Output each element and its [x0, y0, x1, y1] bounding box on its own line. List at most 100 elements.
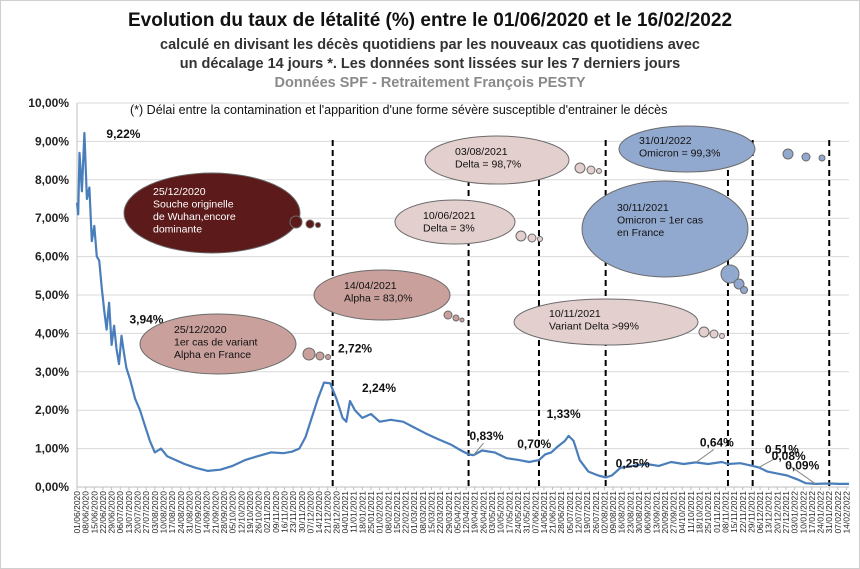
- x-tick-label: 23/08/2021: [625, 491, 635, 534]
- x-tick-label: 14/02/2022: [842, 491, 852, 534]
- x-tick-label: 15/03/2021: [427, 491, 437, 534]
- annotation-bubble-dot: [315, 222, 321, 228]
- value-label: 9,22%: [106, 127, 140, 141]
- x-tick-label: 19/10/2020: [245, 491, 255, 534]
- x-tick-label: 25/10/2021: [703, 491, 713, 534]
- x-tick-label: 19/07/2021: [582, 491, 592, 534]
- annotation-text: Alpha en France: [174, 349, 251, 361]
- x-tick-label: 17/05/2021: [504, 491, 514, 534]
- x-tick-label: 03/05/2021: [487, 491, 497, 534]
- x-tick-label: 16/11/2020: [280, 491, 290, 533]
- chart-subtitle-line2: un décalage 14 jours *. Les données sont…: [179, 56, 681, 72]
- annotation-bubble-dot: [818, 154, 826, 162]
- x-tick-label: 14/09/2020: [202, 491, 212, 534]
- x-tick-label: 28/06/2021: [556, 491, 566, 534]
- x-tick-label: 17/08/2020: [167, 491, 177, 534]
- y-tick-label: 8,00%: [35, 173, 69, 187]
- annotation-text: 30/11/2021: [617, 202, 669, 214]
- value-label: 0,25%: [616, 456, 650, 470]
- annotation-text: en France: [617, 227, 664, 239]
- chart-subtitle-line1: calculé en divisant les décès quotidiens…: [160, 37, 700, 53]
- y-tick-label: 7,00%: [35, 211, 69, 225]
- value-label: 0,08%: [772, 449, 806, 463]
- value-label-leader: [785, 462, 816, 485]
- y-tick-label: 1,00%: [35, 442, 69, 456]
- x-tick-label: 29/11/2021: [746, 491, 756, 533]
- value-label: 2,24%: [362, 381, 396, 395]
- x-tick-label: 13/07/2020: [124, 491, 134, 534]
- x-tick-label: 07/02/2022: [833, 491, 843, 534]
- annotation-bubble: [394, 199, 516, 245]
- chart-source: Données SPF - Retraitement François PEST…: [274, 75, 586, 91]
- x-tick-label: 24/05/2021: [513, 491, 523, 534]
- x-tick-label: 13/12/2021: [764, 491, 774, 534]
- x-tick-label: 09/11/2020: [271, 491, 281, 533]
- x-tick-label: 26/10/2020: [254, 491, 264, 534]
- annotation-bubble-dot: [537, 236, 543, 242]
- annotation-text: Omicron = 1er cas: [617, 215, 703, 227]
- x-tick-label: 08/03/2021: [418, 491, 428, 534]
- x-tick-label: 05/07/2021: [565, 491, 575, 534]
- annotation-bubble-dot: [709, 329, 719, 339]
- annotation-text: 25/12/2020: [153, 186, 206, 198]
- x-tick-label: 21/09/2020: [210, 491, 220, 534]
- annotation-bubble: [139, 313, 297, 375]
- x-tick-label: 24/08/2020: [176, 491, 186, 534]
- annotation-text: 25/12/2020: [174, 324, 227, 336]
- x-tick-label: 20/09/2021: [660, 491, 670, 534]
- annotation-bubble-dot: [719, 333, 725, 339]
- x-tick-label: 27/12/2021: [781, 491, 791, 534]
- annotation-text: 03/08/2021: [455, 146, 508, 158]
- annotation-text: Delta = 3%: [423, 223, 475, 235]
- x-tick-label: 07/06/2021: [530, 491, 540, 534]
- x-tick-label: 01/03/2021: [409, 491, 419, 534]
- value-label: 2,72%: [338, 342, 372, 356]
- x-tick-label: 20/12/2021: [772, 491, 782, 534]
- x-tick-label: 24/01/2022: [816, 491, 826, 534]
- x-tick-label: 05/10/2020: [228, 491, 238, 534]
- x-tick-label: 04/01/2021: [340, 491, 350, 534]
- chart-title: Evolution du taux de létalité (%) entre …: [127, 10, 733, 31]
- y-tick-label: 0,00%: [35, 480, 69, 494]
- annotation-bubble-dot: [740, 286, 748, 294]
- y-tick-label: 9,00%: [35, 134, 69, 148]
- value-label: 0,51%: [765, 442, 799, 456]
- annotation-text: 1er cas de variant: [174, 337, 258, 349]
- value-label: 0,70%: [517, 437, 551, 451]
- x-tick-label: 14/06/2021: [539, 491, 549, 534]
- annotation-bubble-dot: [315, 351, 325, 361]
- x-tick-label: 08/02/2021: [383, 491, 393, 534]
- x-tick-label: 01/06/2020: [72, 491, 82, 534]
- x-tick-label: 12/07/2021: [573, 491, 583, 534]
- annotation-bubble: [581, 180, 749, 278]
- annotation-bubble-dot: [459, 317, 465, 323]
- value-label: 0,83%: [469, 429, 503, 443]
- x-tick-label: 07/09/2020: [193, 491, 203, 534]
- x-tick-label: 13/09/2021: [651, 491, 661, 534]
- annotation-bubble-dot: [452, 314, 460, 322]
- x-tick-label: 19/04/2021: [470, 491, 480, 534]
- value-label: 1,33%: [547, 407, 581, 421]
- annotation-bubble-dot: [527, 233, 537, 243]
- series-line: [75, 131, 849, 485]
- x-tick-label: 08/06/2020: [81, 491, 91, 534]
- x-tick-label: 31/01/2022: [824, 491, 834, 534]
- x-tick-label: 22/06/2020: [98, 491, 108, 534]
- value-label-leader: [695, 449, 715, 463]
- y-tick-label: 10,00%: [28, 96, 69, 110]
- x-tick-label: 31/08/2020: [184, 491, 194, 534]
- x-tick-label: 22/11/2021: [738, 491, 748, 533]
- x-tick-label: 30/11/2020: [297, 491, 307, 533]
- value-label: 0,64%: [700, 435, 734, 449]
- annotation-bubble-dot: [443, 310, 453, 320]
- y-tick-label: 2,00%: [35, 403, 69, 417]
- y-tick-label: 5,00%: [35, 288, 69, 302]
- annotation-text: Souche originelle: [153, 199, 234, 211]
- y-tick-label: 4,00%: [35, 326, 69, 340]
- annotation-bubble-dot: [325, 354, 331, 360]
- annotation-text: 10/11/2021: [549, 308, 601, 320]
- annotation-bubble-dot: [574, 162, 586, 174]
- annotation-bubble-dot: [782, 148, 794, 160]
- x-tick-label: 15/06/2020: [89, 491, 99, 534]
